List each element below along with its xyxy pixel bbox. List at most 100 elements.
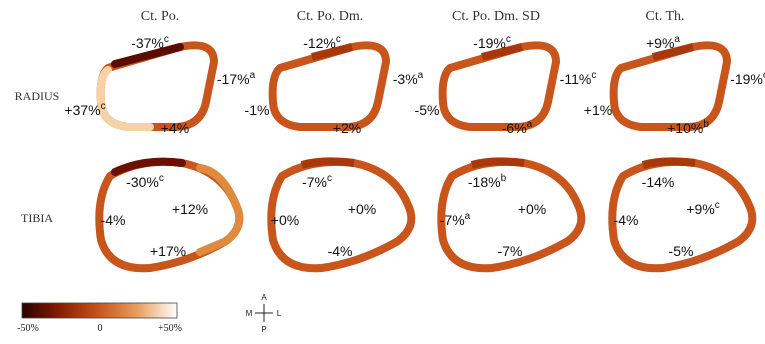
compass-label: P [261, 325, 266, 334]
change-value: -19% [473, 35, 506, 51]
change-value: +4% [161, 120, 189, 136]
change-value: -4% [614, 212, 639, 228]
change-label: -5% [415, 102, 440, 118]
change-label: -7%a [440, 211, 471, 228]
cortex-segment [302, 161, 354, 165]
significance: c [327, 173, 332, 184]
change-value: -11% [560, 71, 592, 87]
change-label: +12% [172, 201, 208, 217]
change-value: -7% [440, 212, 465, 228]
row-label: RADIUS [15, 89, 60, 103]
change-value: -4% [101, 212, 126, 228]
change-value: +10% [667, 120, 703, 136]
change-label: -11%c [560, 70, 597, 87]
change-label: -14% [642, 174, 675, 190]
cortex-ring [443, 45, 556, 127]
change-label: -17%a [217, 70, 256, 87]
row-label: TIBIA [21, 211, 53, 225]
significance: c [159, 173, 164, 184]
change-value: -14% [642, 174, 675, 190]
bone-section [443, 45, 556, 127]
change-value: -19% [730, 71, 763, 87]
compass [255, 304, 273, 322]
change-label: +0% [271, 212, 299, 228]
column-header: Ct. Po. [141, 9, 180, 24]
change-label: +17% [150, 243, 186, 259]
change-value: +9% [646, 35, 674, 51]
significance: a [250, 70, 256, 81]
cortex-ring [614, 45, 727, 127]
significance: b [501, 173, 507, 184]
significance: c [591, 70, 596, 81]
bone-section [273, 45, 386, 127]
change-value: -18% [468, 174, 501, 190]
change-value: +0% [518, 201, 546, 217]
significance: c [506, 34, 511, 45]
change-value: -17% [217, 71, 250, 87]
change-value: +37% [64, 102, 100, 118]
significance: c [101, 101, 106, 112]
change-value: -1% [245, 102, 270, 118]
change-label: -1% [245, 102, 270, 118]
compass-label: M [246, 309, 253, 318]
cortex-segment [101, 70, 150, 127]
change-label: -4% [614, 212, 639, 228]
cortex-segment [643, 161, 695, 165]
change-value: -5% [669, 243, 694, 259]
change-label: +9%c [686, 200, 719, 217]
significance: a [527, 119, 533, 130]
change-value: -5% [415, 102, 440, 118]
change-label: -19%c [473, 34, 511, 51]
change-value: +0% [348, 201, 376, 217]
change-label: +37%c [64, 101, 105, 118]
bone-section [101, 45, 214, 127]
significance: c [336, 34, 341, 45]
change-label: +4% [161, 120, 189, 136]
change-label: -30%c [126, 173, 164, 190]
change-value: -3% [393, 71, 418, 87]
change-label: +0% [518, 201, 546, 217]
cortex-ring [273, 45, 386, 127]
significance: c [715, 200, 720, 211]
change-value: -12% [303, 35, 336, 51]
cortex-ring [101, 45, 214, 127]
change-label: -6%a [502, 119, 533, 136]
significance: c [164, 34, 169, 45]
change-label: -7%c [302, 173, 332, 190]
change-value: +12% [172, 201, 208, 217]
change-label: +1% [584, 102, 612, 118]
change-label: +0% [348, 201, 376, 217]
change-label: -3%a [393, 70, 424, 87]
compass-label: L [277, 309, 282, 318]
significance: a [674, 34, 680, 45]
change-label: -4% [328, 243, 353, 259]
change-value: +17% [150, 243, 186, 259]
change-value: -30% [126, 174, 159, 190]
change-label: +10%b [667, 119, 709, 136]
change-value: -7% [498, 243, 523, 259]
change-value: -37% [131, 35, 164, 51]
scale-label: 0 [98, 323, 103, 334]
change-label: -37%c [131, 34, 169, 51]
color-scale [22, 303, 177, 318]
change-label: -5% [669, 243, 694, 259]
change-value: +9% [686, 201, 714, 217]
compass-label: A [261, 293, 267, 302]
change-value: +2% [333, 120, 361, 136]
change-value: -7% [302, 174, 327, 190]
change-value: -4% [328, 243, 353, 259]
figure: -50% 0 +50% A P M L Ct. Po.Ct. Po. Dm.Ct… [0, 0, 765, 344]
change-value: -6% [502, 120, 527, 136]
scale-label: -50% [17, 323, 39, 334]
change-label: -18%b [468, 173, 507, 190]
bone-sections [99, 45, 752, 268]
column-header: Ct. Po. Dm. SD [452, 9, 540, 24]
scale-label: +50% [158, 323, 182, 334]
column-header: Ct. Th. [645, 9, 684, 24]
change-label: -19%c [730, 70, 765, 87]
change-label: +2% [333, 120, 361, 136]
cortex-segment [472, 161, 524, 165]
change-value: +0% [271, 212, 299, 228]
change-label: -7% [498, 243, 523, 259]
change-label: -12%c [303, 34, 341, 51]
